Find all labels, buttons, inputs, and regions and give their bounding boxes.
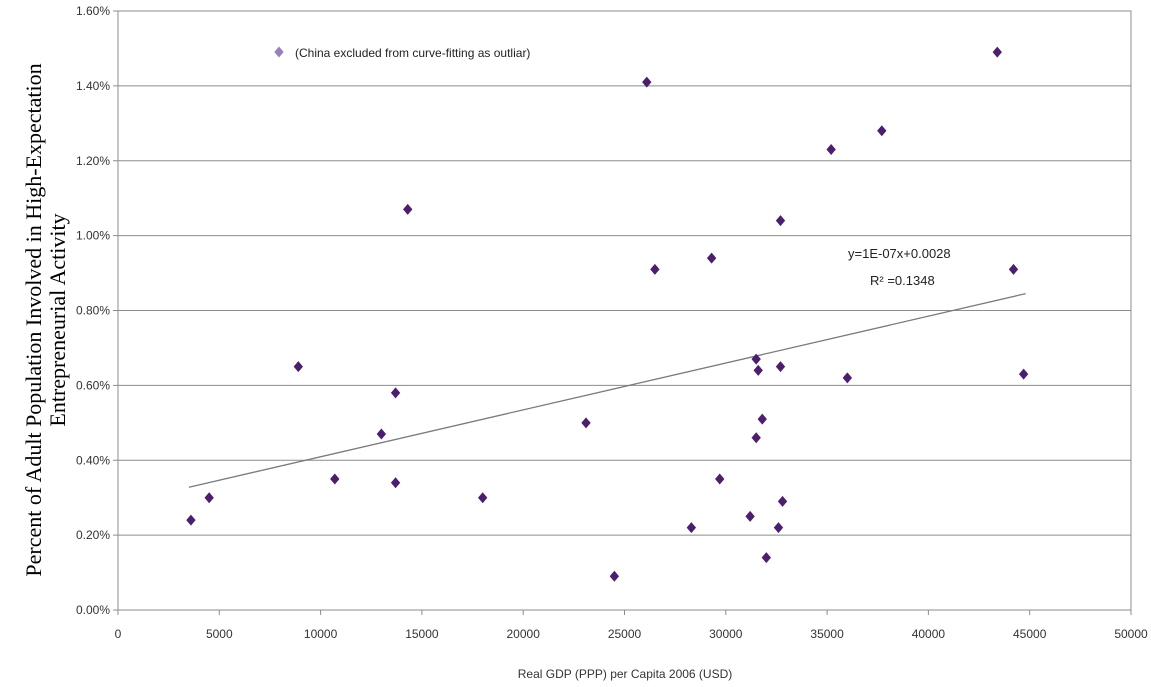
x-tick-label: 45000	[1013, 627, 1047, 641]
y-axis-title-line-2: Entrepreneurial Activity	[45, 213, 70, 427]
data-point	[390, 387, 401, 399]
y-tick-label: 0.00%	[76, 603, 110, 617]
y-tick-label: 0.60%	[76, 378, 110, 392]
x-tick-label: 50000	[1114, 627, 1148, 641]
data-point	[715, 473, 725, 485]
data-point	[642, 76, 652, 88]
trendline	[188, 293, 1026, 488]
data-point	[403, 203, 413, 215]
data-point	[650, 263, 660, 275]
data-point	[706, 252, 717, 264]
data-point	[826, 144, 836, 156]
data-point	[609, 570, 620, 582]
x-tick-label: 20000	[507, 627, 541, 641]
data-point	[761, 552, 771, 564]
x-tick-label: 0	[115, 627, 122, 641]
y-tick-label: 0.40%	[76, 453, 110, 467]
x-tick-label: 5000	[206, 627, 233, 641]
data-point	[757, 413, 767, 425]
data-point	[753, 364, 763, 376]
data-point	[376, 428, 387, 440]
x-tick-label: 35000	[810, 627, 844, 641]
data-point	[775, 361, 786, 373]
data-point	[992, 46, 1002, 58]
data-point	[204, 492, 214, 504]
data-point	[777, 495, 788, 507]
trendline-equation: y=1E-07x+0.0028	[848, 246, 951, 261]
data-point	[293, 361, 303, 373]
legend-marker	[274, 46, 284, 58]
data-point	[186, 514, 196, 526]
data-point	[478, 492, 488, 504]
data-point	[842, 372, 853, 384]
data-point	[775, 215, 786, 227]
data-point	[773, 522, 784, 534]
data-point	[751, 353, 761, 365]
x-tick-label: 40000	[912, 627, 946, 641]
y-axis-title-line-1: Percent of Adult Population Involved in …	[21, 63, 46, 577]
legend-note: (China excluded from curve-fitting as ou…	[295, 46, 530, 60]
data-point	[390, 477, 401, 489]
y-tick-label: 1.60%	[76, 4, 110, 18]
x-tick-label: 25000	[608, 627, 642, 641]
data-point	[686, 522, 697, 534]
data-point	[751, 432, 761, 444]
y-tick-label: 0.20%	[76, 528, 110, 542]
data-point	[1008, 263, 1019, 275]
x-tick-label: 15000	[405, 627, 439, 641]
data-point	[877, 125, 887, 137]
data-point	[330, 473, 340, 485]
y-axis-title: Percent of Adult Population Involved in …	[0, 0, 110, 687]
x-tick-label: 10000	[304, 627, 338, 641]
trendline-r-squared: R² =0.1348	[870, 273, 935, 288]
data-point	[745, 510, 755, 522]
x-axis-title: Real GDP (PPP) per Capita 2006 (USD)	[517, 667, 733, 681]
data-point	[1018, 368, 1029, 380]
data-point	[581, 417, 591, 429]
y-tick-label: 1.20%	[76, 154, 110, 168]
y-tick-label: 1.40%	[76, 79, 110, 93]
y-tick-label: 1.00%	[76, 229, 110, 243]
x-tick-label: 30000	[709, 627, 743, 641]
y-tick-label: 0.80%	[76, 304, 110, 318]
